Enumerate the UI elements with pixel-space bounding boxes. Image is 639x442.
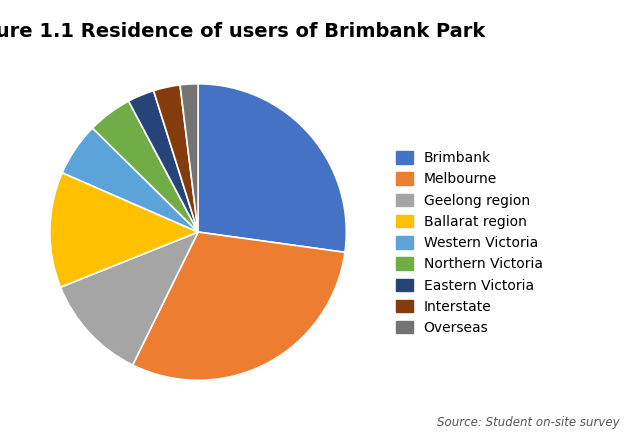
Wedge shape <box>128 91 198 232</box>
Wedge shape <box>180 84 198 232</box>
Text: Source: Student on-site survey: Source: Student on-site survey <box>437 416 620 429</box>
Text: Figure 1.1 Residence of users of Brimbank Park: Figure 1.1 Residence of users of Brimban… <box>0 22 485 41</box>
Wedge shape <box>61 232 198 365</box>
Wedge shape <box>133 232 345 380</box>
Wedge shape <box>50 173 198 287</box>
Legend: Brimbank, Melbourne, Geelong region, Ballarat region, Western Victoria, Northern: Brimbank, Melbourne, Geelong region, Bal… <box>390 146 548 340</box>
Wedge shape <box>62 128 198 232</box>
Wedge shape <box>198 84 346 252</box>
Wedge shape <box>93 101 198 232</box>
Wedge shape <box>153 85 198 232</box>
